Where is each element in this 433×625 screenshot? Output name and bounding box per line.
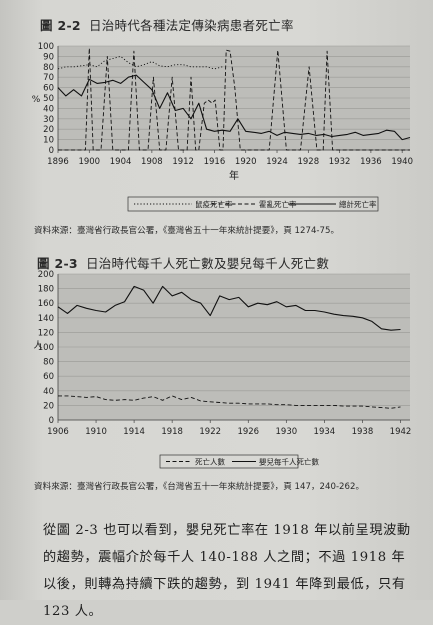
figure-2-2-source: 資料來源：臺灣省行政長官公署，《臺灣省五十一年來統計提要》，頁 1274-75。: [34, 226, 340, 236]
legend-box: [127, 196, 379, 212]
y-tick-label: 60: [43, 84, 54, 94]
y-tick-label: 20: [43, 125, 54, 135]
figure-2-2-number: 圖 2-2: [40, 18, 81, 33]
y-tick-label: 140: [38, 314, 54, 324]
figure-2-3-title-text: 日治時代每千人死亡數及嬰兒每千人死亡數: [85, 256, 330, 271]
x-tick-label: 1914: [123, 427, 145, 437]
x-tick-label: 1918: [161, 427, 183, 437]
x-tick-label: 1912: [172, 157, 194, 167]
y-tick-label: 70: [43, 73, 54, 83]
x-tick-label: 1928: [297, 157, 319, 167]
figure-2-2-title-text: 日治時代各種法定傳染病患者死亡率: [88, 18, 294, 33]
x-tick-label: 1936: [360, 157, 382, 167]
x-tick-label: 1916: [204, 157, 226, 167]
figure-2-2-title: 圖 2-2 日治時代各種法定傳染病患者死亡率: [40, 15, 294, 34]
figure-2-3-source: 資料來源：臺灣省行政長官公署，《台灣省五十一年來統計提要》，頁 147，240-…: [34, 482, 365, 492]
x-tick-label: 1940: [391, 157, 413, 167]
x-tick-label: 1924: [266, 157, 288, 167]
x-tick-label: 1906: [47, 427, 69, 437]
y-axis-label: 人: [33, 340, 42, 351]
series-line-2: [58, 47, 410, 151]
y-tick-label: 0: [49, 416, 54, 426]
figure-2-3-title: 圖 2-3 日治時代每千人死亡數及嬰兒每千人死亡數: [37, 253, 329, 272]
x-tick-label: 1934: [314, 427, 336, 437]
y-tick-label: 180: [38, 285, 54, 295]
figure-2-3-number: 圖 2-3: [37, 256, 78, 271]
y-tick-label: 0: [49, 146, 54, 156]
x-tick-label: 1908: [141, 157, 163, 167]
legend-label: 總計死亡率: [339, 199, 377, 209]
series-line-1: [58, 395, 401, 409]
y-tick-label: 30: [43, 115, 54, 125]
legend-label: 死亡人數: [195, 457, 225, 467]
body-paragraph: 從圖 2-3 也可以看到，嬰兒死亡率在 1918 年以前呈現波動的趨勢，震幅介於…: [43, 523, 411, 619]
series-line-3: [57, 74, 411, 141]
y-tick-label: 60: [43, 372, 54, 382]
y-tick-label: 100: [38, 42, 54, 52]
y-tick-label: 40: [43, 104, 54, 114]
x-tick-label: 1900: [78, 157, 100, 167]
x-axis-label: 年: [229, 169, 239, 182]
x-tick-label: 1922: [199, 427, 221, 437]
legend-label: 嬰兒每千人死亡數: [259, 457, 319, 467]
legend-label: 霍亂死亡率: [259, 199, 297, 209]
y-axis-label: %: [32, 95, 41, 105]
y-tick-label: 160: [38, 299, 54, 309]
legend-box: [159, 454, 299, 469]
x-tick-label: 1938: [352, 427, 374, 437]
y-tick-label: 10: [43, 136, 54, 146]
y-tick-label: 20: [43, 401, 54, 411]
y-tick-label: 80: [43, 63, 54, 73]
chart-death-rate-per-thousand: 0 20 40 60 80 100 120 140 160 180 200 1906 1910 1914 1…: [33, 270, 412, 469]
y-tick-label: 80: [43, 358, 54, 368]
x-tick-label: 1896: [47, 157, 69, 167]
x-tick-label: 1930: [276, 427, 298, 437]
x-tick-label: 1926: [237, 427, 259, 437]
x-tick-label: 1910: [85, 427, 107, 437]
x-tick-label: 1920: [235, 157, 257, 167]
y-tick-label: 90: [43, 52, 54, 62]
x-tick-label: 1904: [110, 157, 132, 167]
y-tick-label: 40: [43, 387, 54, 397]
y-tick-label: 100: [38, 343, 54, 353]
x-tick-label: 1942: [390, 427, 412, 437]
y-tick-label: 120: [38, 328, 54, 338]
y-tick-label: 50: [43, 94, 54, 104]
series-line-2: [57, 285, 401, 331]
y-tick-label: 200: [38, 270, 54, 280]
x-tick-label: 1932: [329, 157, 351, 167]
